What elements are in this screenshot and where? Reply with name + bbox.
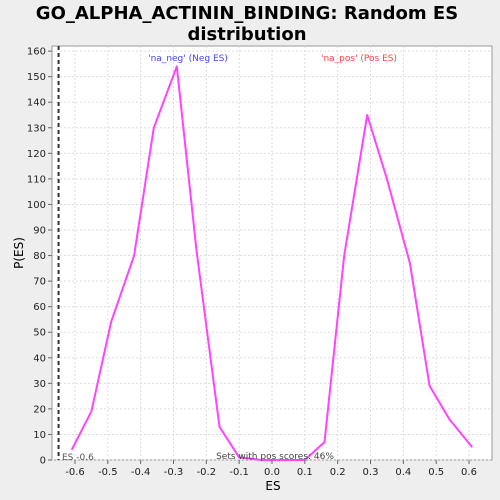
y-tick-label: 50 bbox=[33, 328, 46, 339]
grid bbox=[52, 46, 492, 461]
x-tick-label: 0.3 bbox=[363, 467, 379, 478]
x-tick-label: 0.5 bbox=[428, 467, 444, 478]
x-tick-label: 0.1 bbox=[297, 467, 313, 478]
y-tick-label: 70 bbox=[33, 277, 46, 288]
y-tick-label: 100 bbox=[27, 200, 46, 211]
y-axis-label: P(ES) bbox=[12, 237, 26, 269]
y-tick-label: 110 bbox=[27, 174, 46, 185]
y-tick-label: 120 bbox=[27, 149, 46, 160]
y-tick-label: 60 bbox=[33, 302, 46, 313]
x-axis: -0.6 -0.5 -0.4 -0.3 -0.2 -0.1 0.0 0.1 0.2 0.3 0.4 0… bbox=[65, 460, 477, 478]
y-tick-label: 0 bbox=[40, 456, 46, 467]
x-tick-label: -0.2 bbox=[197, 467, 217, 478]
y-axis: 0 10 20 30 40 50 60 70 80 90 100 110 120 130 140 150 160 bbox=[27, 47, 52, 467]
x-tick-label: 0.6 bbox=[461, 467, 477, 478]
y-tick-label: 40 bbox=[33, 353, 46, 364]
x-tick-label: 0.0 bbox=[264, 467, 280, 478]
x-axis-label: ES bbox=[265, 479, 280, 493]
x-tick-label: -0.1 bbox=[229, 467, 249, 478]
x-tick-label: 0.4 bbox=[395, 467, 411, 478]
y-tick-label: 90 bbox=[33, 226, 46, 237]
y-tick-label: 30 bbox=[33, 379, 46, 390]
x-tick-label: -0.4 bbox=[131, 467, 151, 478]
x-tick-label: -0.6 bbox=[65, 467, 85, 478]
plot-area bbox=[51, 45, 493, 461]
y-tick-label: 140 bbox=[27, 98, 46, 109]
pos-scores-label: Sets with pos scores: 46% bbox=[216, 452, 334, 462]
y-tick-label: 20 bbox=[33, 404, 46, 415]
y-tick-label: 10 bbox=[33, 430, 46, 441]
y-tick-label: 160 bbox=[27, 47, 46, 58]
es-line-label: ES -0.6 bbox=[62, 453, 94, 463]
chart-title-line-2: distribution bbox=[187, 24, 306, 45]
x-tick-label: -0.5 bbox=[98, 467, 118, 478]
x-tick-label: 0.2 bbox=[330, 467, 346, 478]
neg-es-label: 'na_neg' (Neg ES) bbox=[148, 54, 228, 64]
y-tick-label: 80 bbox=[33, 251, 46, 262]
pos-es-label: 'na_pos' (Pos ES) bbox=[321, 54, 397, 64]
y-tick-label: 130 bbox=[27, 123, 46, 134]
chart-title-line-1: GO_ALPHA_ACTININ_BINDING: Random ES bbox=[36, 3, 458, 24]
x-tick-label: -0.3 bbox=[164, 467, 184, 478]
y-tick-label: 150 bbox=[27, 72, 46, 83]
